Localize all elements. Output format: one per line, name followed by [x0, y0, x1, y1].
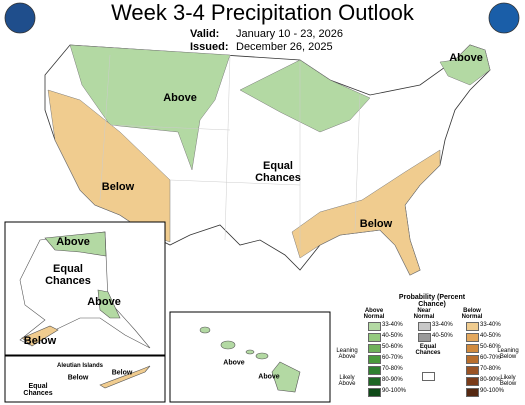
legend-item-label: 90-100% — [480, 388, 505, 394]
legend-item-label: 40-50% — [432, 333, 453, 339]
legend-swatch — [466, 322, 479, 331]
legend-item-label: 50-60% — [480, 344, 501, 350]
legend-swatch — [418, 333, 431, 342]
alaska-above-north — [44, 231, 107, 257]
legend-side-label: Likely Below — [499, 375, 517, 387]
island — [255, 352, 269, 360]
map-label: Below — [67, 374, 89, 382]
hawaii-inset — [169, 311, 331, 403]
above-northeast — [439, 44, 491, 86]
alaska — [19, 231, 151, 349]
map-label: Above — [223, 359, 245, 367]
legend-item-label: 33-40% — [480, 322, 501, 328]
aleutian-inset — [4, 355, 166, 403]
legend-swatch — [466, 355, 479, 364]
logo-doc — [4, 2, 36, 34]
above-north — [69, 44, 231, 171]
legend-item-label: 33-40% — [382, 322, 403, 328]
map-label: Below — [111, 369, 133, 377]
big-island — [271, 361, 301, 393]
legend-swatch — [368, 355, 381, 364]
map-label: Below — [23, 335, 57, 347]
legend-item-label: 33-40% — [432, 322, 453, 328]
legend-header: Below Normal — [461, 308, 483, 320]
alaska-above-south — [97, 289, 121, 319]
map-label: Aleutian Islands — [56, 363, 104, 369]
legend-swatch — [418, 322, 431, 331]
legend-swatch — [368, 377, 381, 386]
legend-swatch — [368, 322, 381, 331]
legend-swatch — [422, 372, 435, 381]
below-southeast — [291, 149, 441, 276]
legend-swatch — [368, 333, 381, 342]
legend-item-label: 80-90% — [382, 377, 403, 383]
map-label: Above — [87, 296, 121, 308]
legend-item-label: 70-80% — [382, 366, 403, 372]
valid-label: Valid: — [190, 28, 220, 40]
alaska-below — [21, 325, 59, 347]
legend-item-label: 40-50% — [480, 333, 501, 339]
legend-item-label: 40-50% — [382, 333, 403, 339]
island — [199, 326, 211, 334]
map-label: Above — [56, 236, 90, 248]
legend-item-label: 50-60% — [382, 344, 403, 350]
map-label: Equal Chances — [23, 383, 53, 397]
map-label: Equal Chances — [45, 263, 91, 287]
legend-side-label: Leaning Below — [497, 348, 519, 360]
legend-swatch — [466, 344, 479, 353]
legend-swatch — [466, 377, 479, 386]
legend-item-label: 70-80% — [480, 366, 501, 372]
legend-item-label: 80-90% — [480, 377, 501, 383]
legend-header: Above Normal — [363, 308, 385, 320]
legend-swatch — [368, 366, 381, 375]
legend-swatch — [368, 388, 381, 397]
legend-header: Near Normal — [413, 308, 435, 320]
legend-title: Probability (Percent Chance) — [398, 294, 466, 308]
map-label: Above — [449, 52, 483, 64]
map-label: Below — [359, 218, 393, 230]
legend-swatch — [466, 366, 479, 375]
map-label: Equal Chances — [255, 160, 301, 184]
map-label: Above — [258, 373, 280, 381]
issued-label: Issued: — [190, 41, 229, 53]
map-label: Above — [163, 92, 197, 104]
aleutian-below — [99, 365, 151, 389]
map-label: Below — [101, 181, 135, 193]
legend-swatch — [368, 344, 381, 353]
legend-side-label: Leaning Above — [336, 348, 358, 360]
legend-swatch — [466, 388, 479, 397]
legend-side-label: Likely Above — [338, 375, 356, 387]
title: Week 3-4 Precipitation Outlook — [111, 0, 414, 25]
legend-item-label: 60-70% — [382, 355, 403, 361]
issued-value: December 26, 2025 — [236, 41, 333, 53]
equal-label: Equal Chances — [415, 344, 441, 356]
legend-swatch — [466, 333, 479, 342]
island — [245, 349, 255, 355]
valid-value: January 10 - 23, 2026 — [236, 28, 344, 40]
state-lines — [99, 54, 361, 250]
island — [220, 340, 236, 350]
legend-item-label: 90-100% — [382, 388, 407, 394]
logo-noaa — [488, 2, 520, 34]
legend-item-label: 60-70% — [480, 355, 501, 361]
above-lakes — [239, 59, 371, 133]
